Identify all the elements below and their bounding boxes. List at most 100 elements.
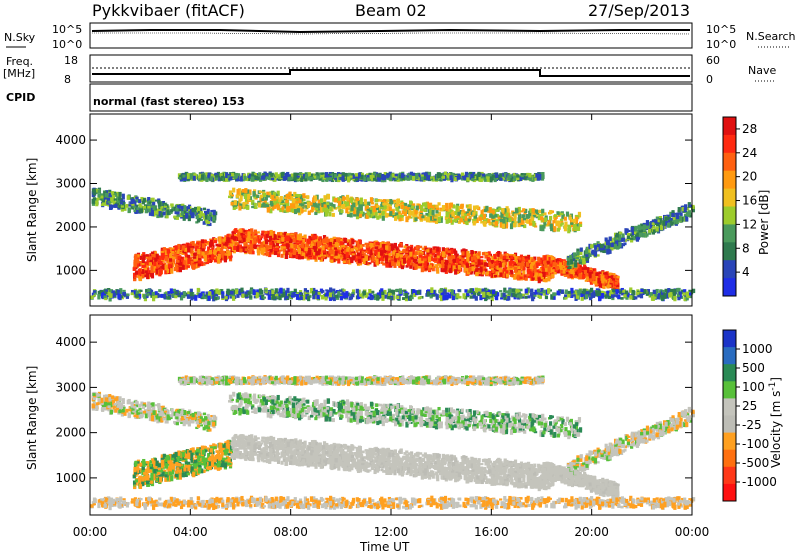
power-cell [547, 220, 551, 226]
power-cell [128, 204, 132, 207]
power-cell [334, 207, 338, 210]
power-cell [230, 201, 234, 206]
power-cell [568, 266, 572, 269]
power-cell [270, 233, 274, 238]
power-cell [248, 248, 253, 255]
power-cell [203, 239, 207, 244]
power-cell [266, 204, 270, 208]
power-cell [524, 256, 528, 259]
power-cell [541, 226, 545, 232]
power-cell [143, 262, 147, 268]
power-cell [234, 234, 238, 237]
power-cell [380, 203, 384, 210]
power-cell [547, 264, 551, 267]
power-cell [260, 247, 264, 254]
power-cell [538, 273, 542, 277]
power-cell [312, 242, 316, 248]
power-cell [409, 216, 413, 219]
power-cell [191, 209, 195, 215]
power-cell [311, 254, 315, 257]
power-cell [517, 270, 522, 276]
power-cell [610, 242, 614, 248]
power-cell [537, 215, 541, 221]
power-cell [499, 222, 503, 228]
power-cell [431, 267, 435, 272]
power-cell [483, 262, 487, 267]
power-cell [534, 209, 538, 213]
power-cell [497, 216, 501, 221]
power-cell [396, 215, 400, 219]
power-cell [138, 276, 143, 282]
power-cell [182, 250, 186, 253]
power-cell [554, 262, 559, 268]
power-cell [257, 249, 261, 256]
power-cell [491, 209, 495, 215]
power-cell [435, 204, 439, 208]
power-cell [574, 268, 578, 274]
power-cell [600, 247, 604, 251]
power-cell [652, 225, 656, 229]
power-cell [151, 253, 156, 257]
power-cell [118, 197, 122, 201]
power-cell [391, 260, 395, 266]
power-cell [500, 213, 504, 218]
power-cell [295, 200, 299, 205]
power-cell [598, 282, 602, 288]
power-cell [559, 266, 563, 270]
search-label: N.Search [746, 30, 796, 43]
power-cell [212, 209, 216, 216]
power-cell [369, 242, 373, 247]
power-cell [136, 207, 140, 214]
power-cell [175, 266, 179, 270]
power-cell [338, 255, 342, 260]
power-cell [278, 249, 282, 252]
power-cell [616, 275, 620, 279]
power-cell [141, 262, 145, 269]
power-cell [403, 245, 407, 249]
power-cell [602, 278, 606, 282]
power-cell [533, 256, 537, 261]
power-cell [573, 223, 577, 229]
power-cell [380, 199, 384, 203]
power-cell [186, 254, 191, 258]
power-cell [471, 266, 475, 272]
power-cell [125, 203, 129, 208]
power-cell [410, 205, 415, 209]
power-cell [343, 201, 347, 208]
power-cell [195, 245, 199, 249]
power-cell [390, 200, 394, 205]
power-cell [328, 249, 332, 254]
power-cell [210, 209, 214, 213]
power-cell [414, 217, 418, 222]
power-cell [334, 258, 338, 261]
power-cell [224, 235, 228, 238]
power-cell [492, 220, 496, 223]
power-cell [485, 205, 489, 212]
power-cell [296, 244, 301, 249]
power-cell [97, 189, 101, 193]
power-cell [198, 260, 202, 264]
power-cell [112, 202, 116, 208]
power-cell [310, 248, 315, 252]
power-cell [623, 239, 627, 242]
power-cell [688, 204, 693, 207]
power-cell [637, 224, 641, 231]
power-cell [260, 236, 264, 239]
power-cell [389, 211, 393, 216]
power-cell [370, 173, 374, 176]
power-cell [202, 221, 206, 225]
power-cell [134, 253, 138, 260]
power-cell [362, 253, 366, 257]
power-cell [227, 250, 231, 256]
power-cell [549, 209, 553, 215]
power-cell [451, 211, 455, 217]
power-cell [574, 218, 579, 224]
power-cell [531, 258, 535, 262]
freq-label-2: [MHz] [3, 67, 35, 80]
power-cell [514, 221, 518, 224]
power-cell [133, 259, 137, 266]
power-cell [152, 270, 156, 273]
power-cell [510, 255, 514, 259]
power-cell [472, 211, 476, 216]
power-cell [166, 209, 170, 216]
